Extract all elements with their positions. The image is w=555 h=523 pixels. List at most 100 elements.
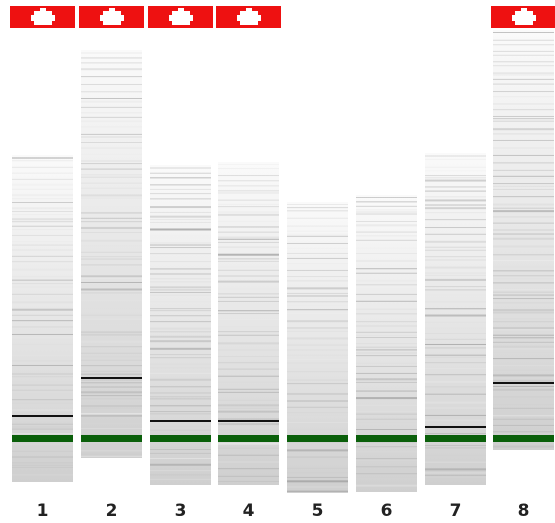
faint-band [81, 413, 142, 415]
faint-band [150, 398, 211, 400]
faint-band [356, 331, 417, 333]
faint-band [425, 233, 486, 235]
faint-band [287, 349, 348, 352]
faint-band [356, 308, 417, 310]
faint-band [12, 301, 73, 304]
lane[interactable] [12, 155, 73, 482]
faint-band [81, 346, 142, 348]
faint-band [12, 258, 73, 260]
faint-band [425, 356, 486, 358]
faint-band [356, 221, 417, 223]
marker-band [12, 435, 73, 442]
faint-band [81, 370, 142, 372]
faint-band [150, 237, 211, 239]
faint-band [81, 379, 142, 381]
faint-band [493, 445, 554, 448]
faint-band [356, 484, 417, 487]
marker-band [287, 435, 348, 442]
faint-band [287, 292, 348, 294]
lane-background [81, 50, 142, 458]
faint-band [12, 157, 73, 159]
faint-band [356, 235, 417, 237]
faint-band [287, 476, 348, 478]
faint-band [493, 222, 554, 224]
lane[interactable] [218, 162, 279, 485]
faint-band [218, 326, 279, 328]
lane[interactable] [287, 202, 348, 493]
faint-band [150, 235, 211, 237]
warning-flag[interactable] [148, 6, 213, 28]
faint-band [356, 410, 417, 412]
faint-band [218, 429, 279, 431]
lane-background [356, 195, 417, 492]
faint-band [425, 347, 486, 349]
faint-band [12, 314, 73, 316]
faint-band [150, 272, 211, 275]
faint-band [150, 474, 211, 476]
faint-band [287, 460, 348, 463]
faint-band [150, 386, 211, 388]
warning-flag[interactable] [79, 6, 144, 28]
faint-band [356, 343, 417, 345]
faint-band [287, 235, 348, 237]
faint-band [12, 160, 73, 162]
faint-band [425, 199, 486, 202]
faint-band [81, 288, 142, 291]
faint-band [425, 407, 486, 409]
faint-band [356, 397, 417, 400]
faint-band [287, 373, 348, 375]
faint-band [150, 177, 211, 179]
lane[interactable] [493, 30, 554, 450]
faint-band [81, 407, 142, 409]
warning-flag[interactable] [491, 6, 555, 28]
faint-band [493, 147, 554, 149]
faint-band [356, 446, 417, 448]
lane[interactable] [150, 165, 211, 485]
lane[interactable] [425, 153, 486, 485]
faint-band [493, 365, 554, 367]
faint-band [356, 279, 417, 282]
warning-flag[interactable] [10, 6, 75, 28]
faint-band [356, 205, 417, 207]
faint-band [356, 390, 417, 392]
faint-band [12, 178, 73, 180]
faint-band [12, 433, 73, 435]
faint-band [287, 242, 348, 244]
faint-band [218, 342, 279, 345]
faint-band [81, 239, 142, 242]
faint-band [493, 327, 554, 330]
faint-band [425, 343, 486, 345]
faint-band [12, 234, 73, 236]
faint-band [356, 404, 417, 406]
faint-band [287, 225, 348, 227]
faint-band [425, 294, 486, 296]
faint-band [81, 205, 142, 207]
faint-band [12, 450, 73, 452]
faint-band [493, 318, 554, 320]
lane[interactable] [356, 195, 417, 492]
faint-band [425, 314, 486, 317]
faint-band [218, 293, 279, 295]
faint-band [287, 217, 348, 219]
faint-band [287, 371, 348, 373]
faint-band [425, 278, 486, 281]
faint-band [81, 182, 142, 184]
lane[interactable] [81, 50, 142, 458]
faint-band [356, 372, 417, 374]
faint-band [81, 258, 142, 260]
faint-band [287, 309, 348, 311]
faint-band [150, 321, 211, 323]
faint-band [493, 369, 554, 371]
faint-band [287, 337, 348, 340]
warning-flag[interactable] [216, 6, 281, 28]
faint-band [81, 275, 142, 278]
faint-band [12, 194, 73, 197]
faint-band [218, 164, 279, 165]
faint-band [218, 480, 279, 482]
faint-band [493, 388, 554, 391]
faint-band [218, 313, 279, 315]
faint-band [150, 211, 211, 213]
faint-band [493, 291, 554, 293]
faint-band [425, 461, 486, 463]
faint-band [218, 388, 279, 390]
